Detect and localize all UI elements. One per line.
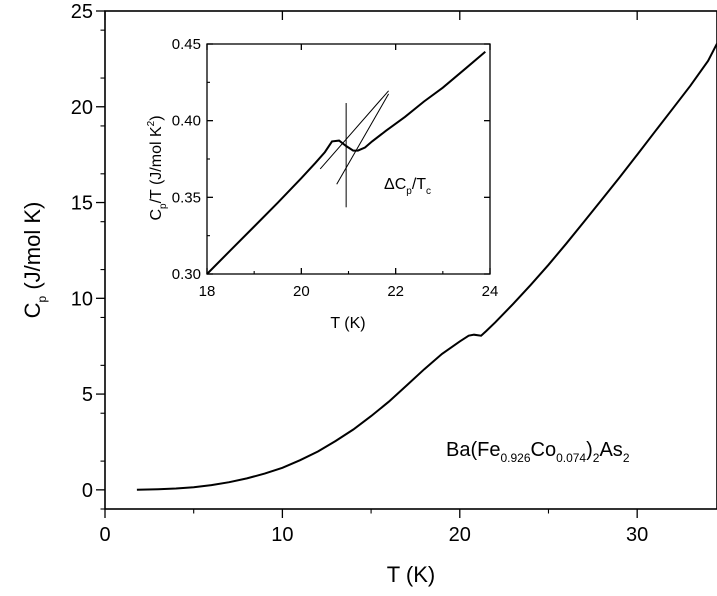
delta-cp-base: ΔC [384,176,406,193]
main-y-tick-label: 20 [71,97,93,119]
main-y-axis-title-base: C [20,302,45,318]
main-y-axis-title-rest: (J/mol K) [20,202,45,296]
compound-sub1: 0.926 [500,451,530,465]
main-x-tick-label: 20 [449,524,471,546]
main-y-axis-title-sub: p [35,295,49,302]
inset-y-axis-title-mid: /T (J/mol K [148,126,165,203]
compound-sub3: 2 [593,451,600,465]
delta-cp-mid: /T [412,176,426,193]
main-y-tick-label: 15 [71,193,93,215]
inset-data-line [206,50,486,275]
main-y-tick-label: 10 [71,288,93,310]
inset-y-axis-title-base: C [148,209,165,221]
main-y-tick-label: 25 [71,1,93,23]
inset-y-tick-label: 0.30 [172,266,201,283]
inset-y-axis-title-end: ) [148,115,165,120]
delta-cp-sub1: p [406,186,412,197]
inset-guide-line [336,93,390,185]
inset-y-axis-title-sup: 2 [146,120,157,126]
main-y-axis-title: Cp (J/mol K) [20,202,49,319]
compound-close: ) [586,439,593,461]
main-x-tick-label: 0 [99,524,110,546]
main-ticks [96,10,638,518]
inset-y-tick-label: 0.40 [172,113,201,130]
inset-guide-lines [319,90,390,208]
main-plot-frame [104,10,717,510]
compound-sub2: 0.074 [556,451,586,465]
inset-y-axis-title-sub: p [158,203,169,209]
compound-prefix: Ba(Fe [446,439,500,461]
inset-ticks [206,43,491,275]
compound-sub4: 2 [623,451,630,465]
inset-x-tick-label: 20 [293,283,310,300]
inset-y-tick-label: 0.45 [172,36,201,53]
inset-x-axis-title: T (K) [330,315,365,332]
main-tick-labels: 0 10 20 30 0 5 10 15 20 25 [71,1,649,546]
delta-cp-sub2: c [426,186,431,197]
main-y-tick-label: 0 [82,480,93,502]
inset-y-tick-label: 0.35 [172,189,201,206]
delta-cp-label: ΔCp/Tc [384,176,431,197]
main-x-tick-label: 10 [271,524,293,546]
main-x-tick-label: 30 [626,524,648,546]
inset-x-tick-label: 24 [482,283,499,300]
compound-label: Ba(Fe0.926Co0.074)2As2 [446,439,630,465]
main-data-line [136,43,717,491]
compound-mid: Co [531,439,557,461]
compound-suffix: As [599,439,622,461]
inset-y-axis-title: Cp/T (J/mol K2) [146,115,169,220]
inset-guide-line [319,90,389,170]
inset-x-tick-label: 22 [387,283,404,300]
inset-x-tick-label: 18 [199,283,216,300]
inset-plot-frame [206,43,491,275]
main-x-axis-title: T (K) [387,562,435,587]
inset-tick-labels: 18 20 22 24 0.30 0.35 0.40 0.45 [172,36,499,300]
main-y-tick-label: 5 [82,384,93,406]
